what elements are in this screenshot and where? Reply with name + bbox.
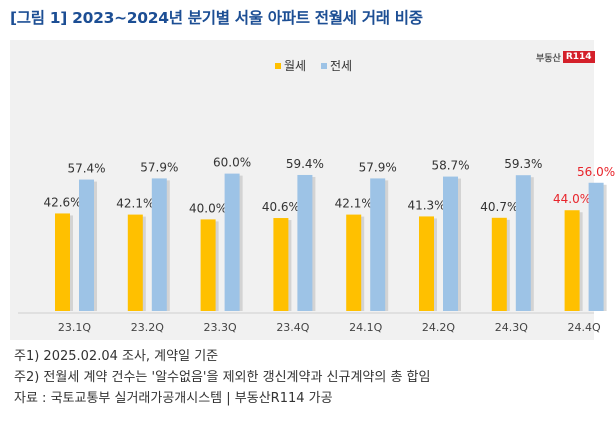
data-label-월세-24.1Q: 42.1%	[335, 197, 373, 211]
data-label-월세-24.2Q: 41.3%	[407, 198, 445, 212]
data-label-월세-23.4Q: 40.6%	[262, 200, 300, 214]
data-label-전세-23.2Q: 57.9%	[140, 160, 178, 174]
x-tick-label-23.3Q: 23.3Q	[204, 321, 237, 334]
data-label-월세-23.3Q: 40.0%	[189, 201, 227, 215]
x-tick-label-24.3Q: 24.3Q	[495, 321, 528, 334]
logo-mark: R114	[562, 51, 595, 63]
x-tick-label-24.2Q: 24.2Q	[422, 321, 455, 334]
legend-label-1: 전세	[330, 59, 352, 73]
legend-label-0: 월세	[284, 59, 306, 73]
bar-전세-23.3Q	[224, 173, 240, 311]
bar-전세-23.2Q	[151, 178, 167, 311]
bar-전세-23.4Q	[297, 174, 313, 311]
data-label-전세-24.1Q: 57.9%	[359, 160, 397, 174]
bar-전세-24.2Q	[443, 176, 458, 311]
data-label-전세-24.3Q: 59.3%	[504, 157, 542, 171]
bar-월세-23.4Q	[273, 218, 289, 311]
bar-월세-23.3Q	[200, 219, 216, 311]
chart-title: [그림 1] 2023~2024년 분기별 서울 아파트 전월세 거래 비중	[10, 9, 423, 27]
data-label-월세-24.3Q: 40.7%	[480, 200, 518, 214]
legend-swatch-1	[321, 63, 327, 69]
x-tick-label-24.4Q: 24.4Q	[568, 321, 601, 334]
r114-logo: 부동산 R114	[536, 49, 595, 65]
x-tick-label-23.4Q: 23.4Q	[276, 321, 309, 334]
footnote-1: 주1) 2025.02.04 조사, 계약일 기준	[14, 349, 219, 364]
bar-chart: 월세 전세 42.6% 57.4% 23.1Q 42.1% 57.9% 23.2Q 40.0% 6…	[18, 59, 615, 334]
legend-swatch-0	[275, 63, 281, 69]
bar-월세-23.1Q	[55, 213, 70, 311]
x-tick-label-23.1Q: 23.1Q	[58, 321, 91, 334]
data-label-전세-24.4Q: 56.0%	[577, 165, 615, 179]
data-label-전세-23.4Q: 59.4%	[286, 157, 324, 171]
bar-전세-24.1Q	[370, 178, 386, 311]
bar-전세-23.1Q	[79, 179, 94, 311]
bar-월세-23.2Q	[127, 214, 143, 311]
x-tick-label-24.1Q: 24.1Q	[349, 321, 382, 334]
footnotes: 주1) 2025.02.04 조사, 계약일 기준 주2) 전월세 계약 건수는…	[14, 346, 604, 409]
footnote-source: 자료 : 국토교통부 실거래가공개시스템 | 부동산R114 가공	[14, 391, 333, 406]
data-label-전세-23.1Q: 57.4%	[67, 162, 105, 176]
data-label-전세-24.2Q: 58.7%	[431, 159, 469, 173]
bar-전세-24.3Q	[515, 175, 531, 311]
data-label-전세-23.3Q: 60.0%	[213, 156, 251, 170]
data-label-월세-23.1Q: 42.6%	[43, 195, 81, 209]
x-tick-label-23.2Q: 23.2Q	[131, 321, 164, 334]
bar-전세-24.4Q	[588, 182, 604, 311]
bar-월세-24.2Q	[419, 216, 434, 311]
footnote-2: 주2) 전월세 계약 건수는 '알수없음'을 제외한 갱신계약과 신규계약의 총…	[14, 370, 431, 385]
bar-월세-24.4Q	[564, 210, 580, 311]
logo-text: 부동산	[536, 53, 561, 64]
bar-월세-24.3Q	[491, 217, 507, 311]
data-label-월세-23.2Q: 42.1%	[116, 197, 154, 211]
bar-월세-24.1Q	[346, 214, 362, 311]
data-label-월세-24.4Q: 44.0%	[553, 192, 591, 206]
